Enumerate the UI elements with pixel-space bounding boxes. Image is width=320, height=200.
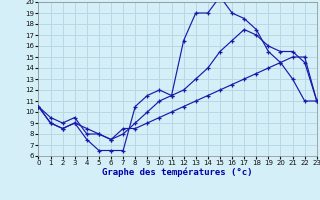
X-axis label: Graphe des températures (°c): Graphe des températures (°c) <box>102 168 253 177</box>
